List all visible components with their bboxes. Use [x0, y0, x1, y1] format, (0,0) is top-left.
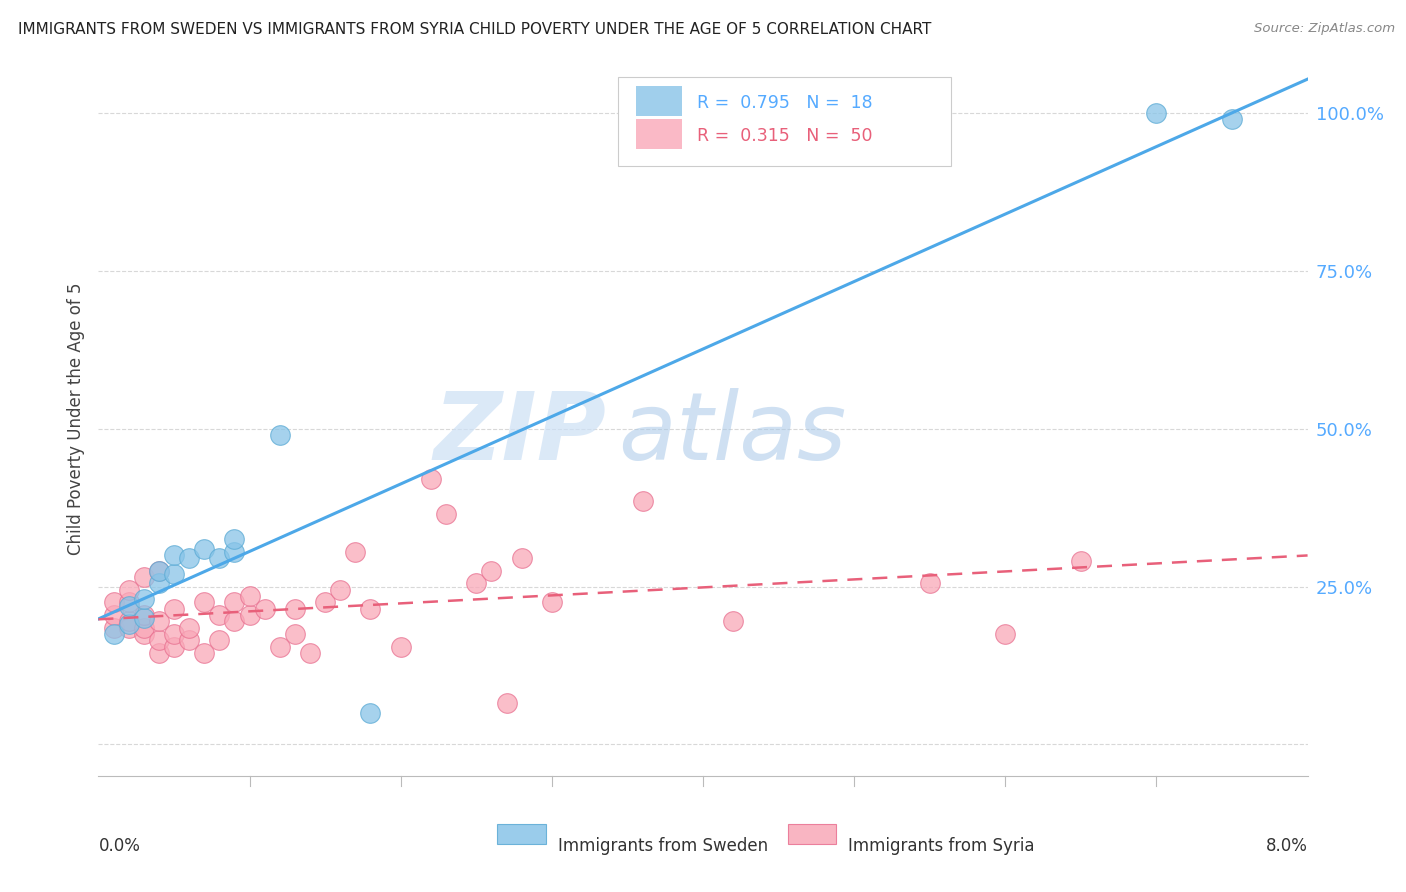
Point [148, 633, 170, 648]
Point [193, 595, 215, 609]
Point [208, 607, 231, 622]
Point [224, 615, 246, 629]
Point [495, 697, 517, 711]
Point [208, 633, 231, 648]
Point [1070, 554, 1092, 568]
Point [193, 646, 215, 660]
Point [360, 601, 382, 615]
Point [994, 627, 1017, 641]
Point [132, 621, 155, 635]
Point [239, 589, 262, 603]
FancyBboxPatch shape [619, 77, 950, 166]
Point [224, 533, 246, 547]
Point [132, 611, 155, 625]
Y-axis label: Child Poverty Under the Age of 5: Child Poverty Under the Age of 5 [67, 283, 86, 556]
FancyBboxPatch shape [787, 824, 837, 844]
Point [132, 592, 155, 607]
Text: IMMIGRANTS FROM SWEDEN VS IMMIGRANTS FROM SYRIA CHILD POVERTY UNDER THE AGE OF 5: IMMIGRANTS FROM SWEDEN VS IMMIGRANTS FRO… [18, 22, 932, 37]
Point [284, 601, 307, 615]
Point [148, 615, 170, 629]
Point [179, 551, 201, 566]
Point [103, 627, 125, 641]
Text: 0.0%: 0.0% [98, 837, 141, 855]
Point [434, 507, 457, 521]
Point [1146, 106, 1168, 120]
Point [118, 617, 141, 632]
Point [299, 646, 322, 660]
FancyBboxPatch shape [498, 824, 546, 844]
Point [389, 640, 412, 654]
Point [148, 564, 170, 578]
Point [132, 570, 155, 584]
Point [193, 541, 215, 556]
FancyBboxPatch shape [637, 119, 682, 149]
Point [148, 646, 170, 660]
Point [118, 582, 141, 597]
Point [224, 545, 246, 559]
Text: atlas: atlas [619, 388, 846, 479]
Text: R =  0.795   N =  18: R = 0.795 N = 18 [697, 95, 873, 112]
Point [118, 621, 141, 635]
Point [163, 566, 186, 581]
Point [179, 621, 201, 635]
Point [540, 595, 562, 609]
FancyBboxPatch shape [637, 86, 682, 116]
Point [103, 621, 125, 635]
Point [118, 615, 141, 629]
Point [723, 615, 745, 629]
Text: Immigrants from Syria: Immigrants from Syria [848, 837, 1035, 855]
Point [103, 595, 125, 609]
Point [631, 494, 654, 508]
Point [239, 607, 262, 622]
Point [118, 599, 141, 613]
Text: ZIP: ZIP [433, 387, 606, 480]
Point [132, 627, 155, 641]
Point [163, 640, 186, 654]
Point [1220, 112, 1243, 127]
Point [224, 595, 246, 609]
Point [269, 640, 291, 654]
Point [103, 607, 125, 622]
Point [163, 627, 186, 641]
Point [510, 551, 533, 566]
Point [163, 548, 186, 562]
Point [163, 601, 186, 615]
Point [148, 564, 170, 578]
Text: R =  0.315   N =  50: R = 0.315 N = 50 [697, 127, 873, 145]
Text: 8.0%: 8.0% [1265, 837, 1308, 855]
Point [360, 706, 382, 720]
Point [465, 576, 488, 591]
Point [208, 551, 231, 566]
Point [284, 627, 307, 641]
Point [132, 607, 155, 622]
Point [420, 472, 443, 486]
Point [314, 595, 336, 609]
Text: Immigrants from Sweden: Immigrants from Sweden [558, 837, 768, 855]
Point [918, 576, 941, 591]
Point [329, 582, 352, 597]
Text: Source: ZipAtlas.com: Source: ZipAtlas.com [1254, 22, 1395, 36]
Point [179, 633, 201, 648]
Point [481, 564, 503, 578]
Point [253, 601, 276, 615]
Point [118, 595, 141, 609]
Point [344, 545, 367, 559]
Point [148, 576, 170, 591]
Point [269, 428, 291, 442]
